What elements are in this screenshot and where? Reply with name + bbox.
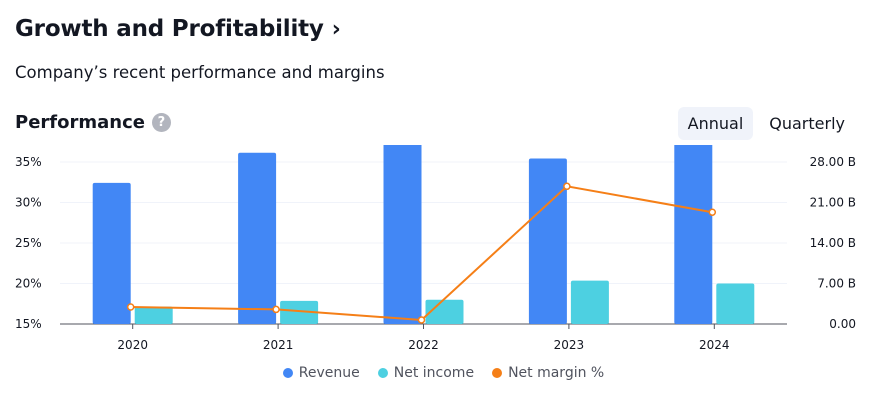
legend-dot-net-margin [492, 368, 503, 378]
bar-net-income [716, 283, 755, 324]
tab-quarterly[interactable]: Quarterly [769, 114, 845, 133]
bar-net-income [134, 306, 173, 324]
point-net-margin [126, 303, 135, 311]
point-net-margin [272, 305, 280, 314]
point-net-margin [708, 208, 717, 216]
section-title: Performance [15, 112, 145, 133]
legend-label-revenue: Revenue [298, 365, 360, 381]
y-left-tick-label: 20% [15, 277, 42, 291]
y-left-tick-label: 25% [15, 236, 42, 250]
y-left-tick-label: 15% [15, 317, 42, 331]
bar-revenue [383, 145, 422, 324]
legend-item-net-margin[interactable]: Net margin % [492, 365, 604, 381]
legend-item-net-income[interactable]: Net income [377, 365, 475, 381]
legend-item-revenue[interactable]: Revenue [282, 365, 360, 381]
bar-revenue [238, 152, 277, 324]
y-right-tick-label: 0.00 [829, 317, 856, 331]
legend-dot-net-income [377, 368, 388, 378]
chart-legend: Revenue Net income Net margin % [0, 365, 887, 381]
page-subtitle: Company’s recent performance and margins [15, 63, 385, 82]
performance-header: Performance ? [15, 112, 171, 133]
y-right-tick-label: 21.00 B [810, 196, 856, 210]
y-left-tick-label: 35% [15, 155, 42, 169]
help-icon[interactable]: ? [151, 113, 171, 132]
x-tick-label: 2023 [554, 338, 585, 352]
y-right-tick-label: 14.00 B [810, 236, 856, 250]
point-net-margin [417, 316, 426, 324]
y-right-tick-label: 28.00 B [810, 155, 856, 169]
y-left-tick-label: 30% [15, 196, 42, 210]
bar-revenue [92, 182, 131, 324]
page-title-text: Growth and Profitability [15, 16, 324, 42]
bar-revenue [674, 145, 713, 324]
period-toggle: Annual Quarterly [677, 107, 855, 140]
performance-chart: 35% 30% 25% 20% 15% 28.00 B 21.00 B 14.00 B 7.00… [15, 145, 856, 352]
chevron-right-icon: › [331, 16, 341, 42]
legend-dot-revenue [282, 368, 293, 378]
x-tick-label: 2021 [263, 338, 294, 352]
bar-net-income [570, 280, 609, 324]
y-right-tick-label: 7.00 B [817, 277, 856, 291]
x-tick-label: 2022 [408, 338, 439, 352]
bar-net-income [425, 299, 464, 324]
bar-net-income [280, 300, 319, 324]
x-tick-label: 2024 [699, 338, 730, 352]
tab-annual[interactable]: Annual [677, 107, 754, 140]
x-tick-label: 2020 [117, 338, 148, 352]
point-net-margin [563, 182, 571, 191]
page-title[interactable]: Growth and Profitability › [15, 16, 341, 42]
legend-label-net-margin: Net margin % [508, 365, 605, 381]
legend-label-net-income: Net income [393, 365, 475, 381]
bar-revenue [528, 158, 567, 324]
